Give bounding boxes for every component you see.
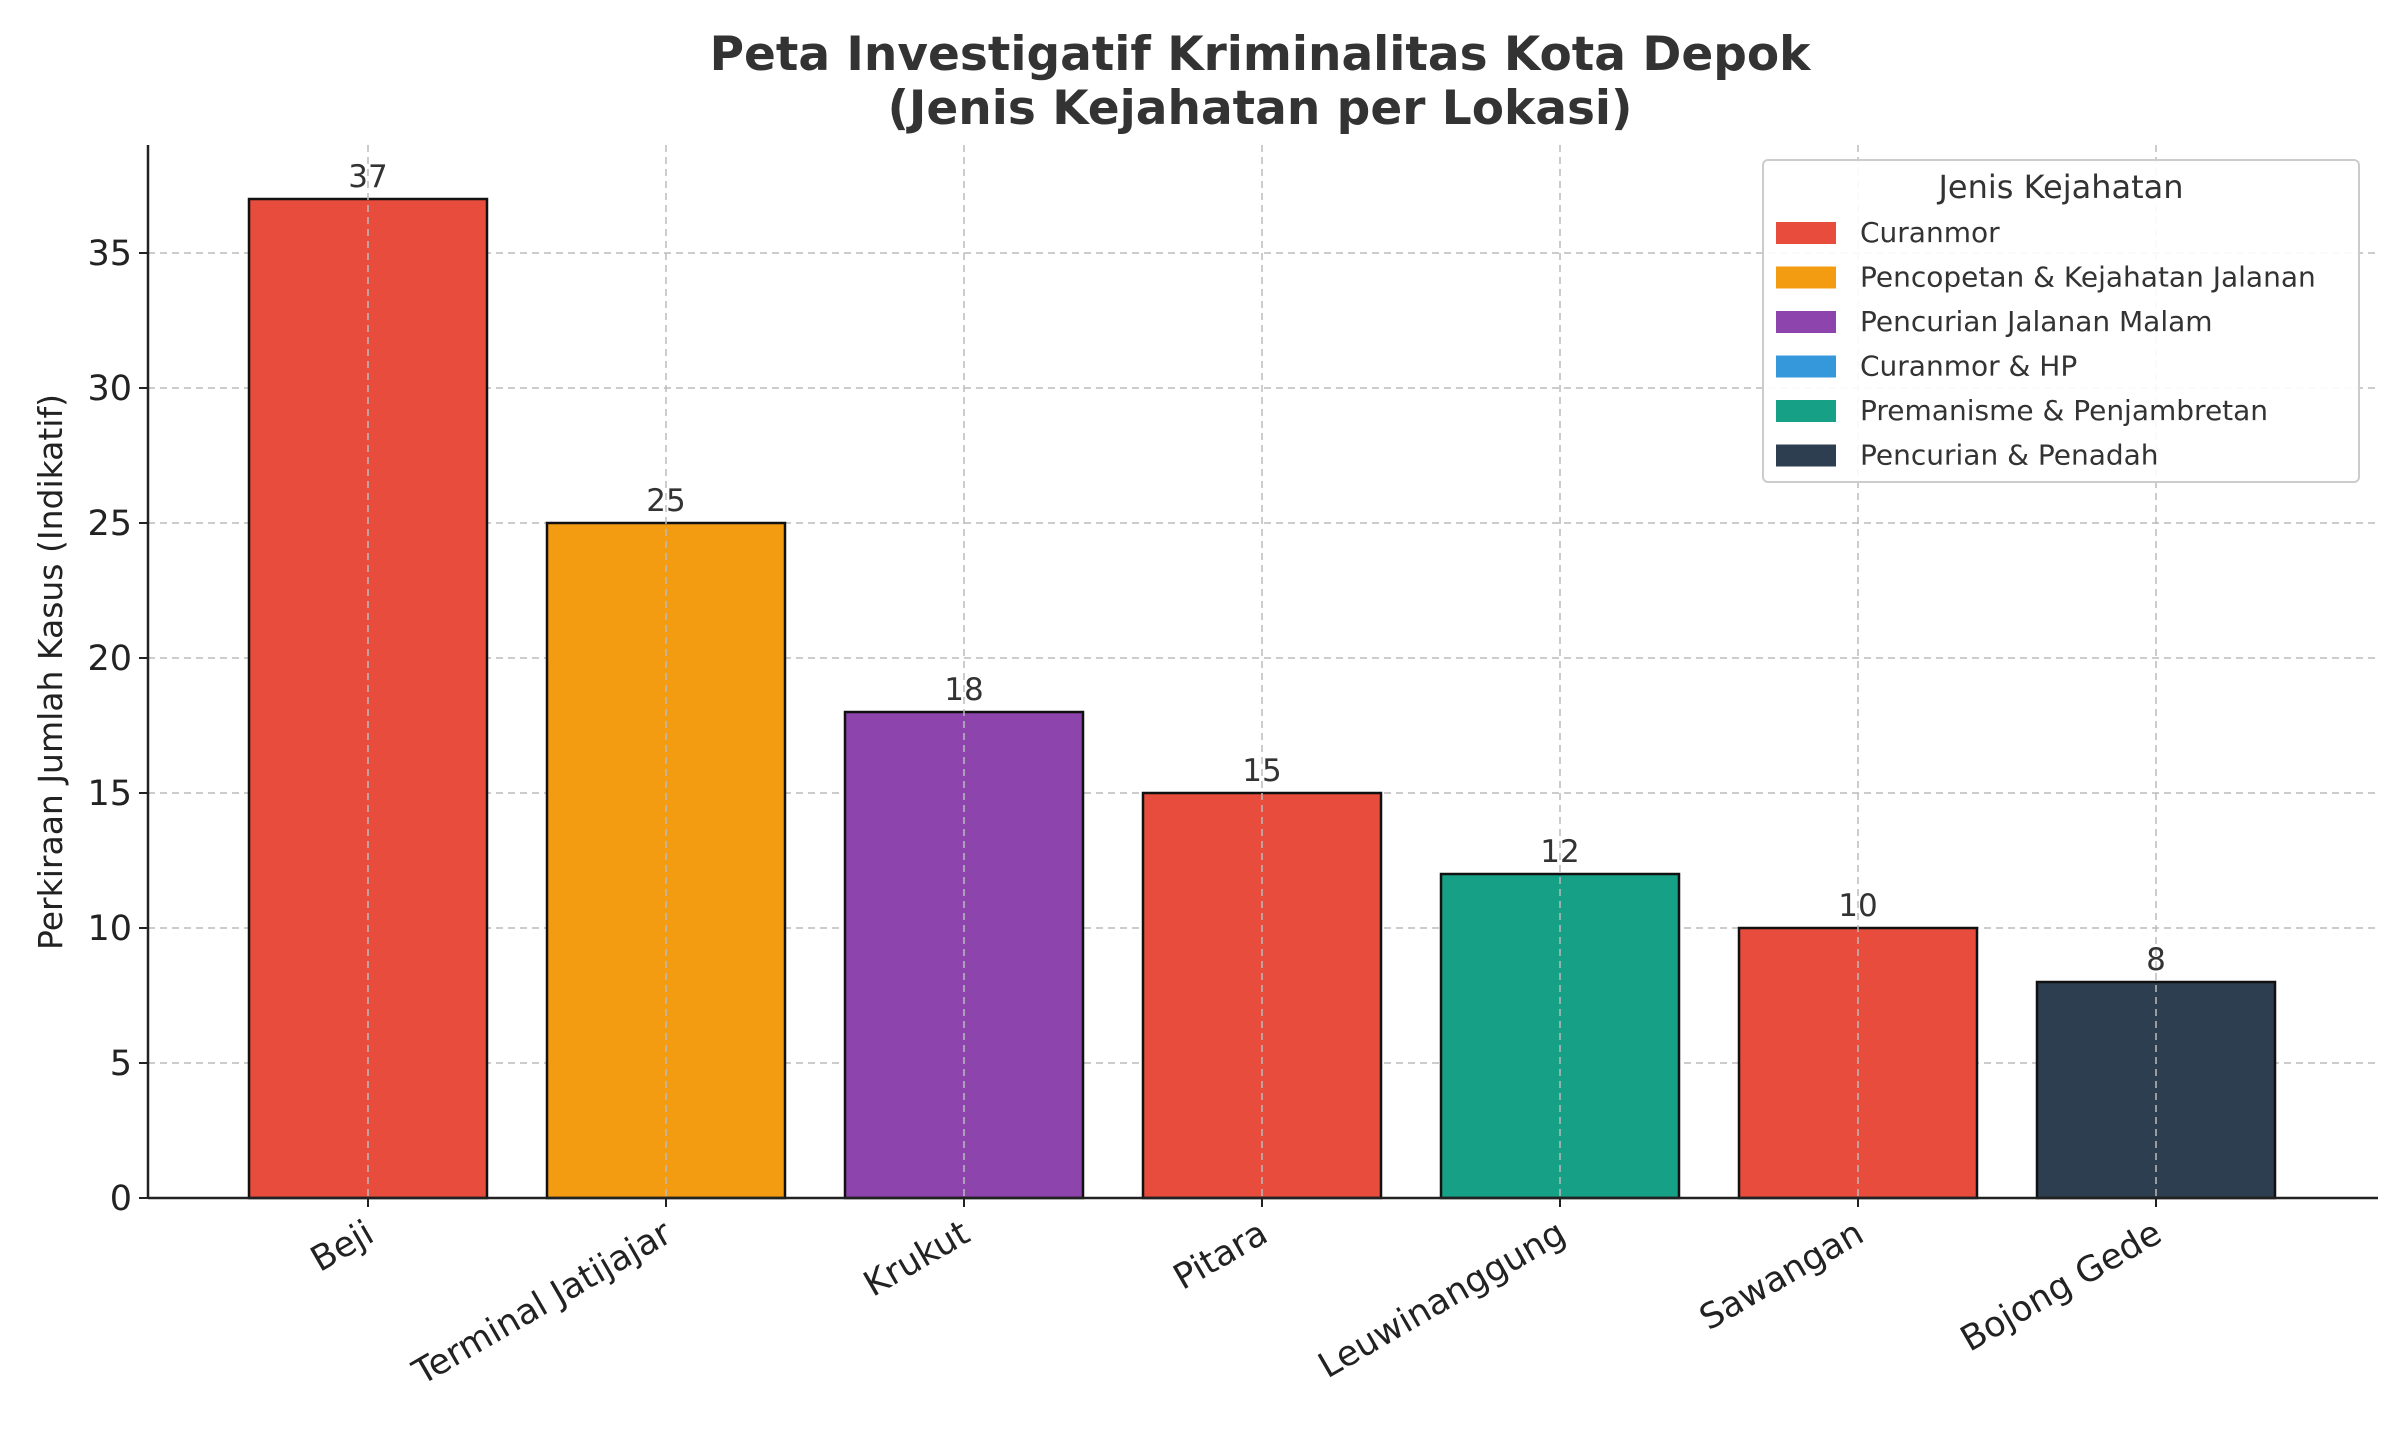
data-labels: 37 25 18 15 12 10 8 xyxy=(348,159,2166,978)
x-tick-label: Sawangan xyxy=(1693,1213,1870,1339)
y-tick-label: 35 xyxy=(87,234,132,274)
legend-label: Pencurian & Penadah xyxy=(1860,439,2159,472)
legend-swatch xyxy=(1776,266,1836,289)
x-tick-label: Beji xyxy=(304,1213,380,1280)
legend-swatch xyxy=(1776,444,1836,467)
legend-swatch xyxy=(1776,311,1836,333)
x-tick-label: Pitara xyxy=(1167,1213,1275,1298)
x-tick-label: Terminal Jatijajar xyxy=(406,1213,679,1394)
legend-label: Premanisme & Penjambretan xyxy=(1860,394,2268,427)
legend: Jenis Kejahatan Curanmor Pencopetan & Kej… xyxy=(1762,159,2360,483)
legend-swatch xyxy=(1776,400,1836,422)
data-label: 12 xyxy=(1540,834,1579,870)
data-label: 10 xyxy=(1838,888,1877,924)
chart-title: Peta Investigatif Kriminalitas Kota Depo… xyxy=(710,27,1813,82)
x-tick-label: Leuwinanggung xyxy=(1312,1213,1573,1387)
legend-label: Pencopetan & Kejahatan Jalanan xyxy=(1860,261,2316,294)
x-ticks: Beji Terminal Jatijajar Krukut Pitara Leuwin… xyxy=(304,1198,2169,1394)
data-label: 15 xyxy=(1242,753,1281,789)
data-label: 25 xyxy=(646,483,685,519)
chart-subtitle: (Jenis Kejahatan per Lokasi) xyxy=(887,81,1632,136)
data-label: 37 xyxy=(348,159,387,195)
legend-box xyxy=(1762,159,2360,483)
legend-swatch xyxy=(1776,355,1836,378)
vertical-grid-lines xyxy=(367,145,2157,1198)
legend-label: Curanmor xyxy=(1860,216,2000,249)
x-tick-label: Krukut xyxy=(857,1213,976,1305)
data-label: 8 xyxy=(2146,942,2166,978)
y-tick-label: 15 xyxy=(87,774,132,814)
data-label: 18 xyxy=(944,672,983,708)
y-axis-label: Perkiraan Jumlah Kasus (Indikatif) xyxy=(31,394,70,950)
y-tick-label: 10 xyxy=(87,909,132,949)
y-ticks: 0 5 10 15 20 25 30 35 xyxy=(87,234,148,1219)
legend-title: Jenis Kejahatan xyxy=(1936,168,2183,206)
legend-swatch xyxy=(1776,222,1836,244)
y-tick-label: 25 xyxy=(87,504,132,544)
y-tick-label: 20 xyxy=(87,639,132,679)
x-tick-label: Bojong Gede xyxy=(1954,1213,2168,1360)
legend-items: Curanmor Pencopetan & Kejahatan Jalanan Pe… xyxy=(1776,216,2316,472)
y-tick-label: 30 xyxy=(87,369,132,409)
legend-label: Curanmor & HP xyxy=(1860,350,2077,383)
y-tick-label: 0 xyxy=(110,1179,132,1219)
y-tick-label: 5 xyxy=(110,1044,132,1084)
legend-label: Pencurian Jalanan Malam xyxy=(1860,305,2213,338)
